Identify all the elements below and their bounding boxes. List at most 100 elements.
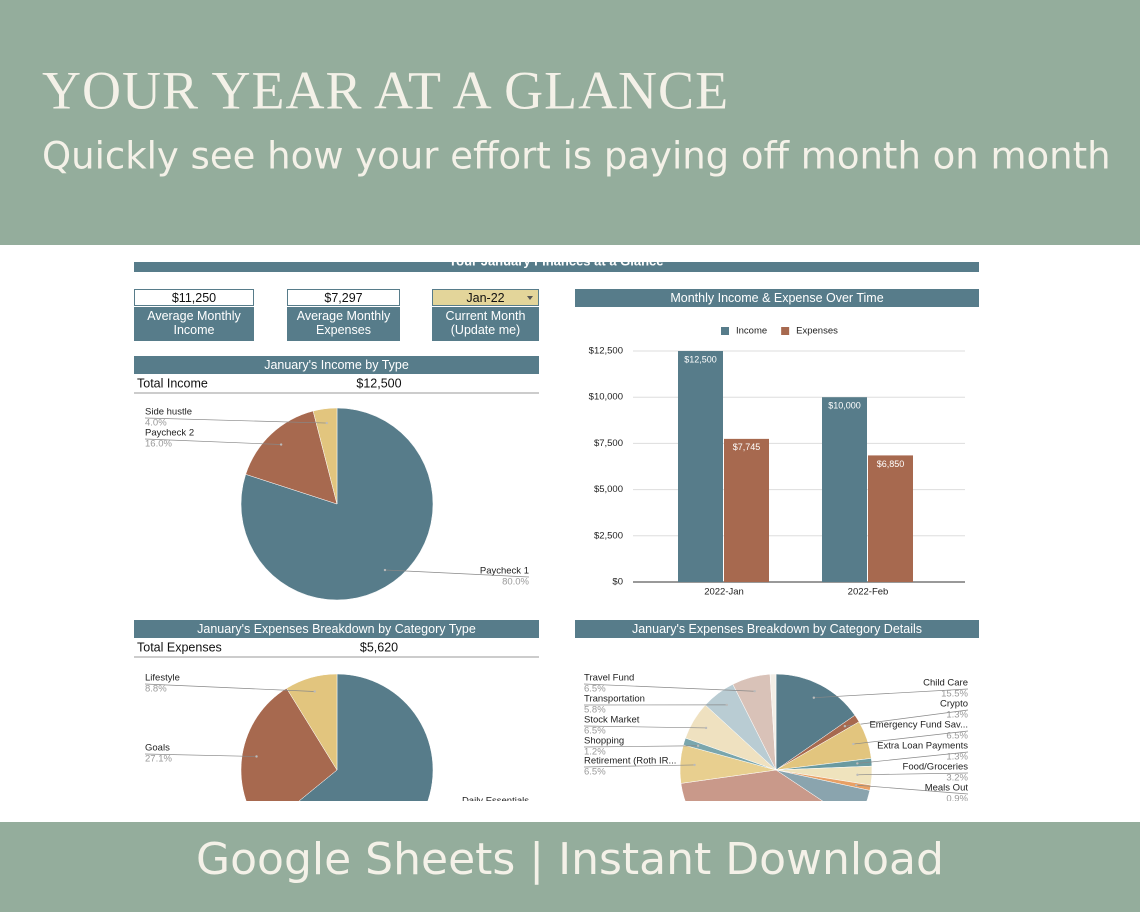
kpi-label: Average Monthly Expenses (287, 307, 400, 341)
leader-dot (843, 725, 847, 728)
leader-dot (852, 742, 855, 746)
slice-label: Meals Out (925, 783, 969, 794)
leader-line (384, 569, 530, 578)
leader-dot (255, 755, 258, 758)
total-label: Total Income (137, 376, 208, 390)
leader-line (583, 725, 707, 729)
slice-value-label: 4.0% (145, 418, 167, 429)
bar (724, 438, 769, 582)
slice-label: Crypto (940, 699, 968, 710)
slice-label: Paycheck 2 (145, 428, 194, 439)
x-tick-label: 2022-Feb (848, 587, 889, 598)
leader-dot (854, 783, 858, 787)
kpi-dropdown[interactable]: Jan-22 (432, 289, 539, 306)
slice-label: Child Care (923, 678, 968, 689)
slice-label: Emergency Fund Sav... (869, 720, 968, 731)
kpi-value: $7,297 (287, 289, 400, 306)
section-title: Monthly Income & Expense Over Time (670, 291, 883, 305)
slice-label: Food/Groceries (903, 762, 969, 773)
leader-dot (313, 690, 316, 693)
legend-swatch (781, 327, 790, 335)
kpi-value: $11,250 (134, 289, 254, 306)
leader-dot (279, 443, 283, 446)
slice-value-label: 1.3% (946, 710, 968, 721)
slice-value-label: 6.5% (584, 767, 606, 778)
slice-label: Lifestyle (145, 673, 180, 684)
header-subtitle: Quickly see how your effort is paying of… (42, 135, 1111, 178)
slice-value-label: 15.5% (941, 689, 968, 700)
slice-value-label: 0.9% (946, 794, 968, 805)
kpi-label: Current Month (Update me) (432, 307, 539, 341)
leader-line (144, 438, 282, 445)
slice-value-label: 8.8% (145, 684, 167, 695)
section-header (134, 620, 539, 638)
leader-line (411, 805, 529, 807)
x-tick-label: 2022-Jan (704, 587, 744, 598)
pie-slice (680, 769, 823, 801)
leader-dot (410, 804, 412, 806)
slice-value-label: 3.2% (946, 773, 968, 784)
leader-line (144, 417, 327, 424)
leader-line (856, 784, 969, 795)
slice-value-label: 16.0% (145, 439, 172, 450)
slice-value-label: 6.5% (584, 726, 606, 737)
bar (822, 397, 867, 582)
kpi-label: Average Monthly Income (134, 307, 254, 341)
section-title: January's Expenses Breakdown by Category… (197, 622, 476, 636)
slice-label: Stock Market (584, 715, 640, 726)
bar (868, 455, 913, 582)
section-title: January's Expenses Breakdown by Category… (632, 622, 922, 636)
dropdown-arrow (527, 296, 533, 300)
leader-dot (325, 421, 328, 425)
slice-label: Daily Essentials (462, 796, 529, 807)
slice-value-label: 6.5% (946, 731, 968, 742)
legend-swatch (721, 327, 729, 335)
pie-slice (298, 673, 434, 801)
pie-slice (775, 769, 871, 801)
leader-line (844, 709, 969, 727)
slice-label: Paycheck 1 (480, 566, 529, 577)
leader-dot (704, 726, 708, 730)
section-header (575, 620, 979, 638)
leader-dot (812, 696, 816, 699)
slice-value-label: 80.0% (502, 577, 529, 588)
header-title: YOUR YEAR AT A GLANCE (42, 60, 729, 120)
slice-label: Goals (145, 743, 170, 754)
y-tick-label: $7,500 (594, 438, 623, 449)
pie-slice (245, 410, 338, 505)
dashboard-title-bar (134, 262, 979, 272)
footer-text: Google Sheets | Instant Download (196, 834, 944, 885)
leader-line (144, 683, 315, 692)
y-tick-label: $5,000 (594, 484, 623, 495)
bar-value-label: $7,745 (733, 442, 761, 452)
leader-line (857, 751, 969, 764)
slice-label: Shopping (584, 736, 624, 747)
footer-band (0, 822, 1140, 912)
pie-slice (769, 673, 777, 771)
dashboard: Your January Finances at a Glance Januar… (134, 262, 979, 807)
leader-line (853, 730, 969, 745)
section-header (134, 356, 539, 374)
leader-line (813, 688, 969, 699)
pie-slice (286, 673, 338, 771)
leader-dot (693, 763, 696, 767)
bar (678, 351, 723, 582)
leader-line (857, 772, 969, 776)
slice-value-label: 27.1% (145, 754, 172, 765)
slice-value-label: 1.2% (584, 747, 606, 758)
header-band (0, 0, 1140, 245)
leader-line (144, 753, 257, 757)
leader-line (583, 745, 699, 748)
total-label: Total Expenses (137, 640, 222, 654)
total-value: $5,620 (360, 640, 398, 654)
pie-slice (775, 673, 856, 771)
bar-value-label: $10,000 (828, 401, 861, 411)
slice-label: Transportation (584, 694, 645, 705)
slice-label: Retirement (Roth IR... (584, 756, 676, 767)
leader-line (583, 764, 695, 768)
leader-dot (856, 762, 859, 765)
bar-value-label: $6,850 (877, 459, 905, 469)
bar-value-label: $12,500 (684, 354, 717, 364)
